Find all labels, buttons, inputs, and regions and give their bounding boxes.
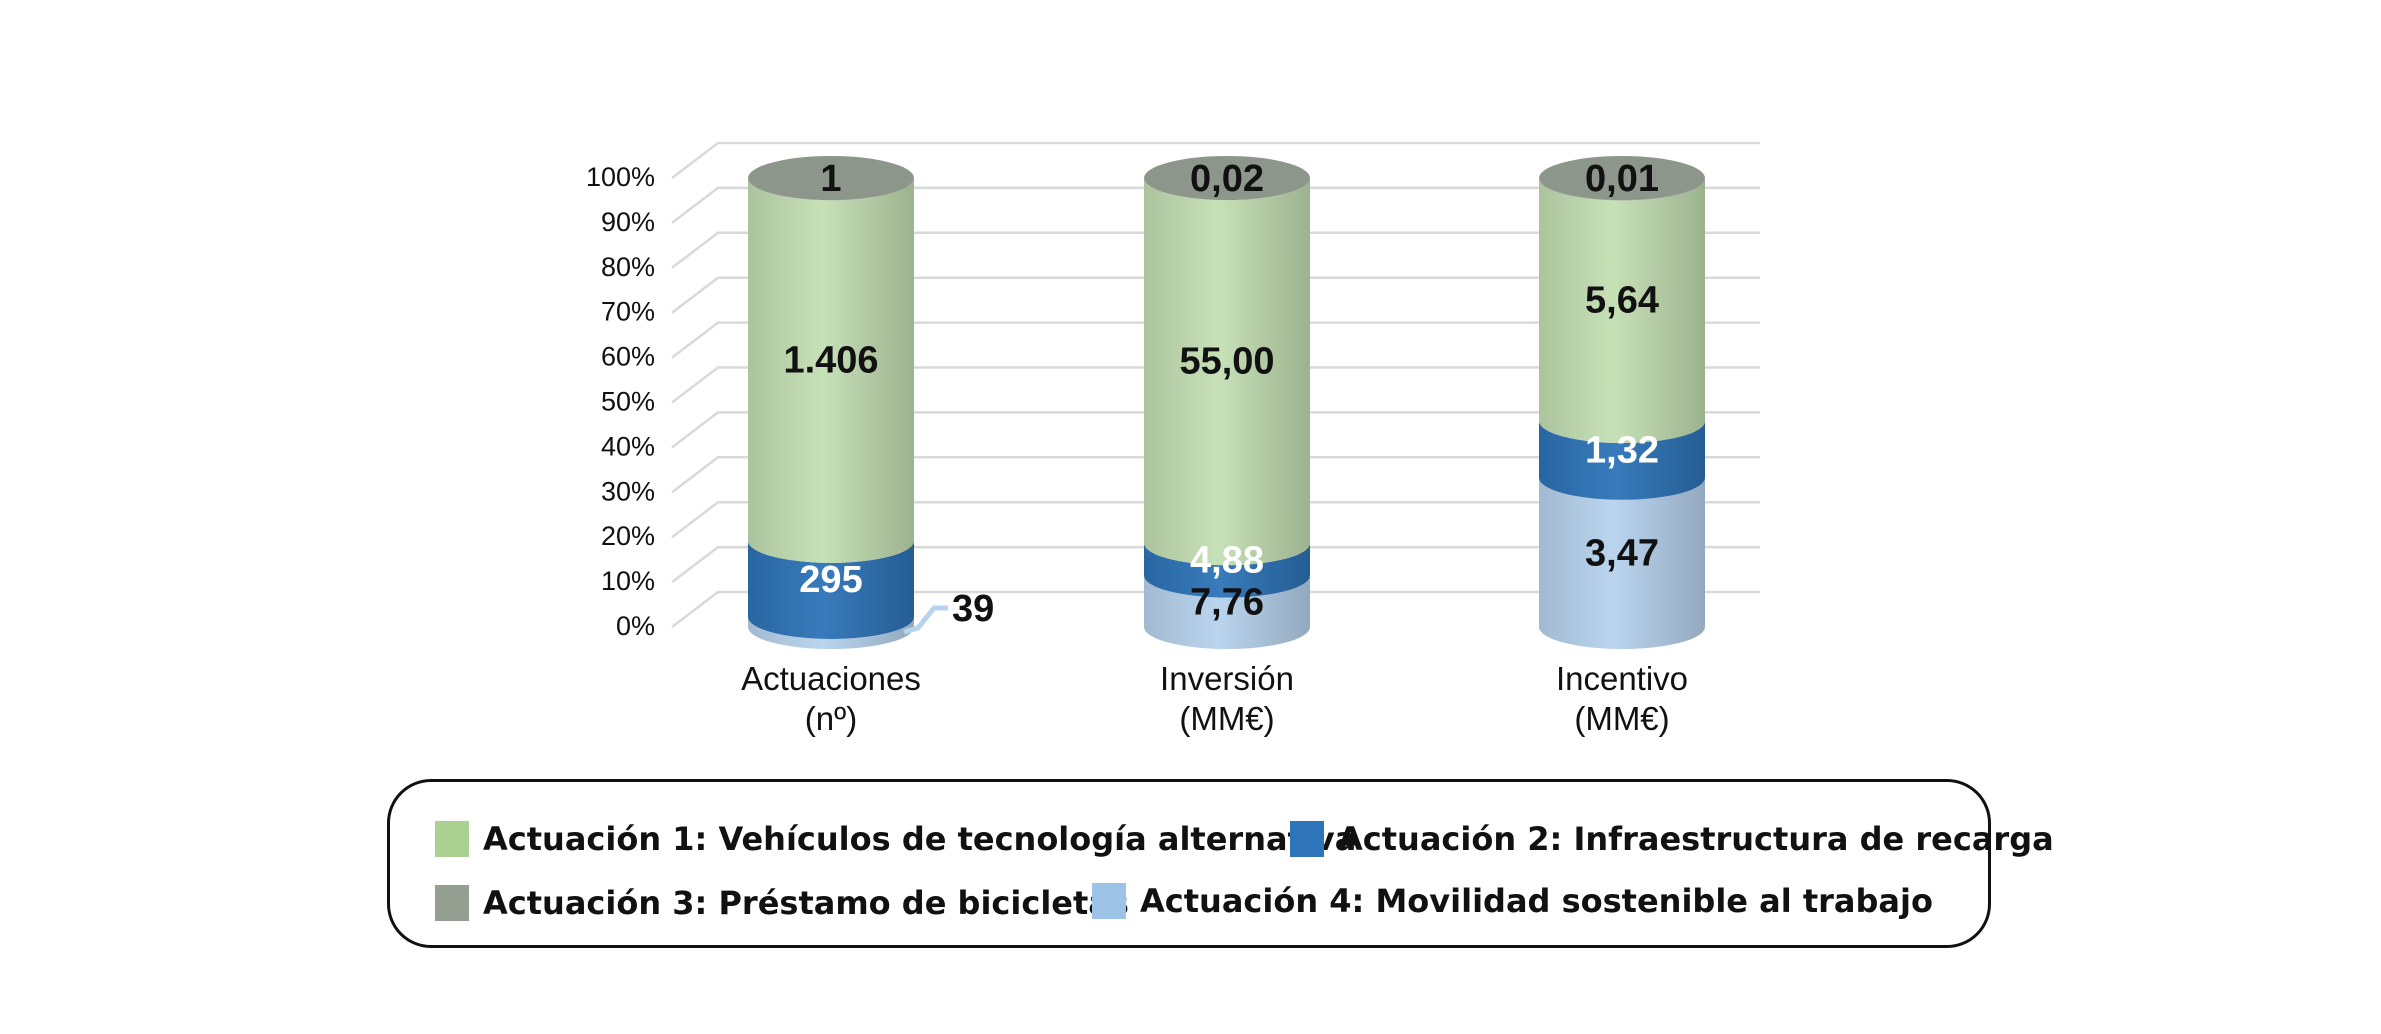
gridline bbox=[671, 456, 1760, 494]
bar-top-cap bbox=[1144, 156, 1310, 200]
x-category-unit: (nº) bbox=[805, 700, 857, 737]
bar-top-cap bbox=[1539, 156, 1705, 200]
data-label: 0,01 bbox=[1585, 158, 1659, 200]
bar-segment bbox=[1144, 575, 1310, 649]
gridline bbox=[671, 411, 1760, 449]
y-tick-label: 60% bbox=[601, 342, 655, 372]
legend-label-actuacion-1: Actuación 1: Vehículos de tecnología alt… bbox=[483, 820, 1357, 858]
data-label: 0,02 bbox=[1190, 158, 1264, 200]
data-label: 1.406 bbox=[783, 340, 878, 382]
legend-swatch-actuacion-2 bbox=[1290, 821, 1324, 857]
bar-segment bbox=[1539, 178, 1705, 443]
y-tick-label: 0% bbox=[616, 611, 655, 641]
y-tick-label: 50% bbox=[601, 387, 655, 417]
legend-label-actuacion-3: Actuación 3: Préstamo de bicicletas bbox=[483, 884, 1129, 922]
data-label: 1,32 bbox=[1585, 429, 1659, 471]
data-labels: 39 295 1.406 1 7,764,88 55,00 0,02 3,47 1,32 5,64… bbox=[783, 158, 1659, 635]
x-category-unit: (MM€) bbox=[1179, 700, 1274, 737]
bar-cylinder bbox=[1144, 156, 1310, 649]
legend-label-actuacion-2: Actuación 2: Infraestructura de recarga bbox=[1338, 820, 2054, 858]
legend-swatch-actuacion-1 bbox=[435, 821, 469, 857]
gridline bbox=[671, 231, 1760, 269]
y-axis-ticks: 0% 10% 20% 30% 40% 50% 60% 70% 80% 90% 100% bbox=[586, 162, 655, 641]
y-tick-label: 80% bbox=[601, 252, 655, 282]
gridline bbox=[671, 500, 1760, 539]
y-tick-label: 70% bbox=[601, 297, 655, 327]
bar-top-cap bbox=[748, 156, 914, 200]
data-label: 7,76 bbox=[1190, 581, 1264, 623]
gridline bbox=[671, 321, 1760, 359]
data-label: 295 bbox=[799, 559, 862, 601]
x-category-label: Actuaciones bbox=[741, 660, 921, 697]
legend-swatch-actuacion-4 bbox=[1092, 883, 1126, 919]
bar-segment bbox=[748, 540, 914, 639]
gridline bbox=[671, 276, 1760, 314]
data-label: 55,00 bbox=[1179, 341, 1274, 383]
chart-bars bbox=[748, 156, 1705, 649]
legend-item-actuacion-2: Actuación 2: Infraestructura de recarga bbox=[1290, 820, 2054, 858]
x-category-label: Inversión bbox=[1160, 660, 1294, 697]
chart-grid bbox=[671, 141, 1760, 628]
x-axis-categories: Actuaciones(nº)Inversión(MM€)Incentivo(M… bbox=[741, 660, 1688, 737]
bar-segment bbox=[748, 178, 914, 563]
gridline bbox=[671, 141, 1760, 179]
legend-swatch-actuacion-3 bbox=[435, 885, 469, 921]
x-category-label: Incentivo bbox=[1556, 660, 1688, 697]
y-tick-label: 20% bbox=[601, 521, 655, 551]
y-tick-label: 10% bbox=[601, 566, 655, 596]
legend-label-actuacion-4: Actuación 4: Movilidad sostenible al tra… bbox=[1140, 882, 1933, 920]
data-label: 4,88 bbox=[1190, 539, 1264, 581]
data-label: 3,47 bbox=[1585, 532, 1659, 574]
x-category-unit: (MM€) bbox=[1574, 700, 1669, 737]
chart-legend: Actuación 1: Vehículos de tecnología alt… bbox=[387, 779, 2054, 948]
y-tick-label: 40% bbox=[601, 431, 655, 461]
data-label: 5,64 bbox=[1585, 280, 1659, 322]
bar-segment bbox=[1144, 178, 1310, 566]
legend-item-actuacion-3: Actuación 3: Préstamo de bicicletas bbox=[435, 884, 1129, 922]
data-label: 39 bbox=[952, 588, 994, 630]
gridline bbox=[671, 186, 1760, 224]
legend-item-actuacion-1: Actuación 1: Vehículos de tecnología alt… bbox=[435, 820, 1356, 858]
bar-segment bbox=[748, 616, 914, 649]
data-label: 1 bbox=[820, 158, 841, 200]
gridline bbox=[671, 545, 1760, 584]
bar-cylinder bbox=[748, 156, 914, 649]
bar-segment bbox=[1539, 420, 1705, 500]
bar-cylinder bbox=[1539, 156, 1705, 649]
bar-segment bbox=[1144, 543, 1310, 598]
y-tick-label: 100% bbox=[586, 162, 655, 192]
gridline bbox=[671, 366, 1760, 404]
legend-item-actuacion-4: Actuación 4: Movilidad sostenible al tra… bbox=[1092, 882, 1933, 920]
leader-line bbox=[903, 605, 948, 635]
bar-segment bbox=[1539, 477, 1705, 649]
gridline bbox=[671, 590, 1760, 628]
y-tick-label: 90% bbox=[601, 207, 655, 237]
y-tick-label: 30% bbox=[601, 476, 655, 506]
